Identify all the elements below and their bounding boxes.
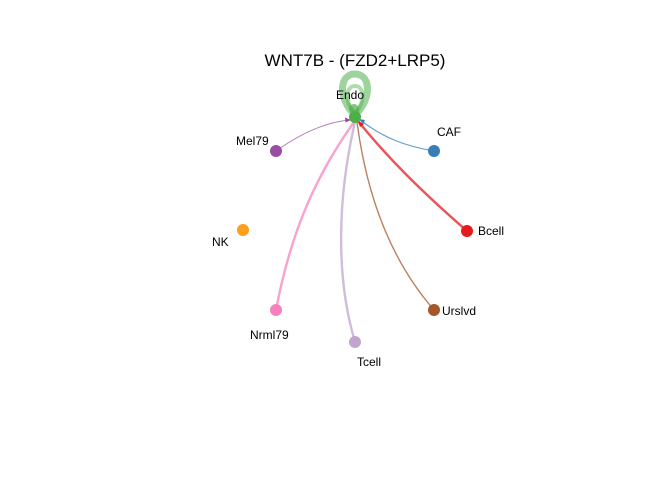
plot-title: WNT7B - (FZD2+LRP5) — [265, 51, 446, 70]
node-label-nk: NK — [212, 235, 229, 249]
node-label-nrml79: Nrml79 — [250, 328, 289, 342]
edge-urslvd-to-endo — [356, 121, 435, 311]
edge-nrml79-to-endo — [274, 121, 355, 311]
edge-caf-to-endo — [358, 118, 435, 152]
edge-endo-self-loop-inner — [345, 83, 365, 114]
nodes-layer — [237, 104, 473, 348]
node-nrml79 — [270, 304, 282, 316]
node-urslvd — [428, 304, 440, 316]
node-label-mel79: Mel79 — [236, 134, 269, 148]
node-label-tcell: Tcell — [357, 355, 381, 369]
edge-mel79-to-endo — [275, 119, 351, 152]
node-label-endo: Endo — [336, 88, 364, 102]
node-nk — [237, 224, 249, 236]
node-mel79 — [270, 145, 282, 157]
labels-layer: Endo CAF Bcell Urslvd Tcell Nrml79 NK Me… — [212, 88, 504, 369]
edge-endo-self-loop — [339, 70, 371, 116]
arrowhead-bcell — [358, 121, 364, 127]
edges-layer — [274, 70, 468, 343]
node-bcell — [461, 225, 473, 237]
node-endo — [349, 111, 361, 123]
node-label-bcell: Bcell — [478, 224, 504, 238]
node-label-caf: CAF — [437, 125, 461, 139]
node-label-urslvd: Urslvd — [442, 304, 476, 318]
arrowhead-caf — [359, 119, 365, 124]
arrowheads-layer — [345, 117, 365, 127]
node-tcell — [349, 336, 361, 348]
edge-tcell-to-endo — [339, 121, 357, 343]
arrowhead-mel79 — [345, 117, 351, 123]
node-caf — [428, 145, 440, 157]
edge-bcell-to-endo — [357, 120, 468, 232]
